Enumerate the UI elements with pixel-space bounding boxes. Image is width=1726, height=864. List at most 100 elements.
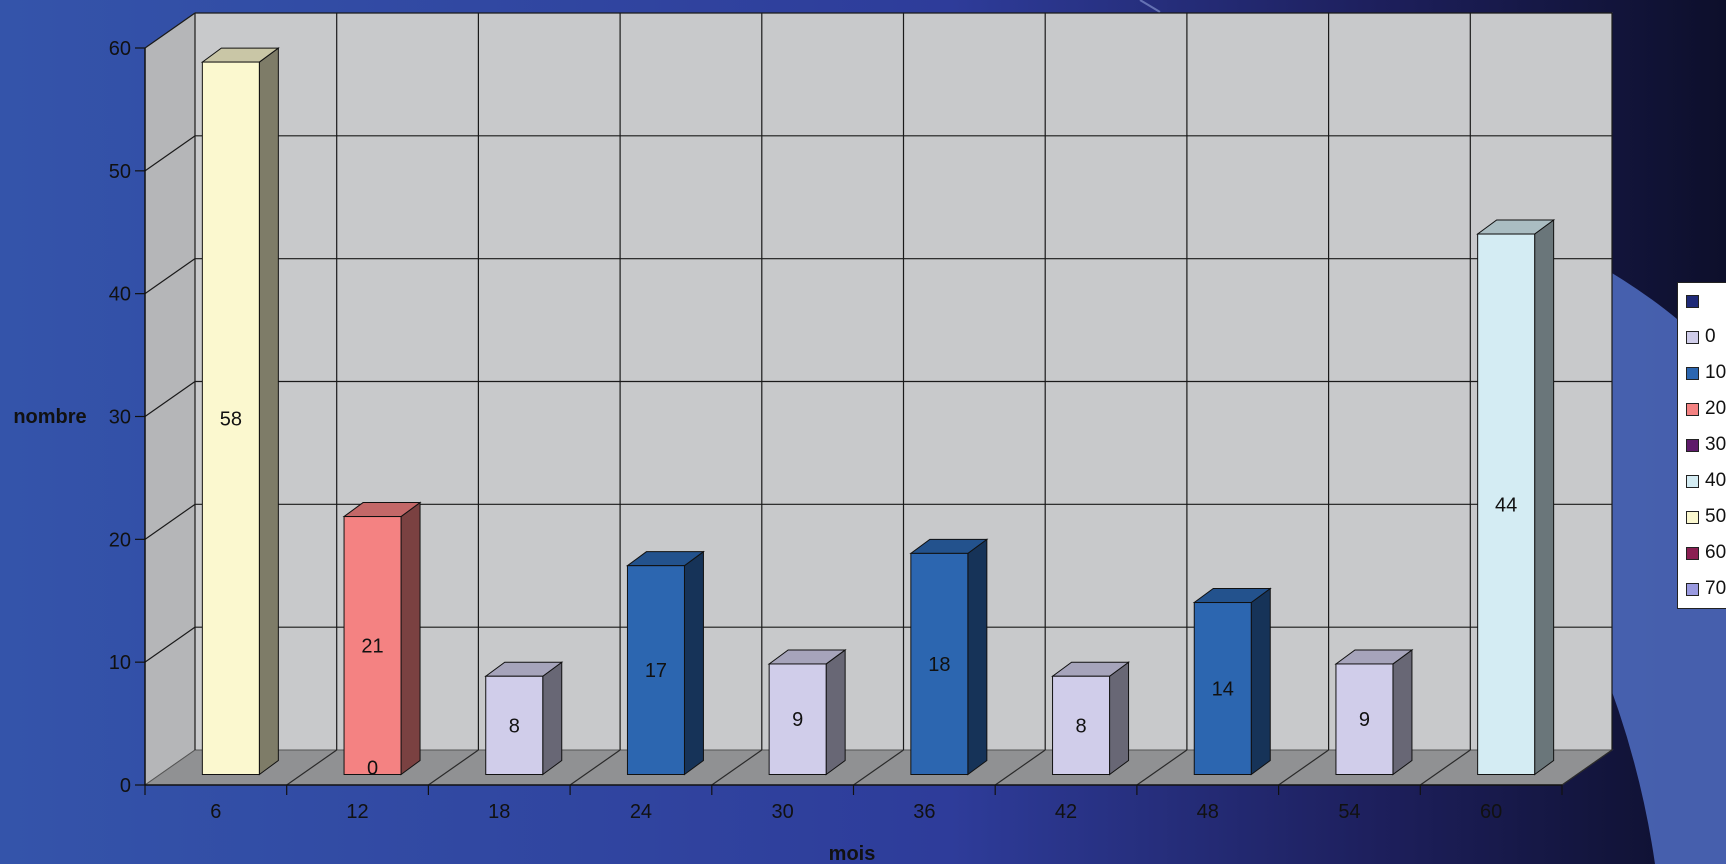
grid-line-side <box>144 503 196 540</box>
bar <box>342 501 422 776</box>
floor-line <box>853 749 904 786</box>
legend-label: 20 <box>1705 398 1726 419</box>
axes: 0 10 20 30 40 50 60 6 12 18 24 30 36 42 48 54 60 <box>109 38 1563 823</box>
floor-line <box>1561 749 1613 786</box>
legend-label: 70 <box>1705 578 1726 599</box>
data-label: 44 <box>1495 494 1517 516</box>
x-tick-label: 48 <box>1197 801 1219 823</box>
x-tick-label: 18 <box>488 801 510 823</box>
legend-swatch <box>1686 330 1699 344</box>
y-tick-label: 20 <box>109 529 131 551</box>
data-label: 17 <box>645 660 667 682</box>
y-tick-label: 50 <box>109 161 131 183</box>
legend-label: 50 <box>1705 506 1726 527</box>
grid-line-side <box>144 258 196 295</box>
data-label: 9 <box>1359 709 1370 731</box>
y-tick-label: 10 <box>109 652 131 674</box>
bar <box>909 538 989 776</box>
legend-swatch <box>1686 582 1699 596</box>
bar-side <box>1109 661 1130 776</box>
legend-item: 20 <box>1686 398 1726 419</box>
bar-front <box>1052 675 1111 776</box>
x-tick-label: 12 <box>346 801 368 823</box>
grid-lines <box>144 12 1613 786</box>
legend-swatch <box>1686 546 1699 560</box>
legend-item: 50 <box>1686 506 1726 527</box>
bar-side <box>400 501 421 776</box>
bar-side <box>1250 587 1271 776</box>
x-tick-label: 60 <box>1480 801 1502 823</box>
bar-front <box>910 552 969 776</box>
data-label: 8 <box>509 715 520 737</box>
legend-item: 70 <box>1686 578 1726 599</box>
data-label: 18 <box>928 654 950 676</box>
legend-item <box>1686 291 1705 311</box>
legend-item: 30 <box>1686 434 1726 455</box>
legend-item: 40 <box>1686 470 1726 491</box>
bar-front <box>343 516 402 775</box>
y-tick-label: 40 <box>109 284 131 306</box>
x-tick-label: 42 <box>1055 801 1077 823</box>
bar-side <box>1392 648 1413 776</box>
bar-side <box>258 47 279 776</box>
bar-front <box>768 663 827 776</box>
data-labels: 58 21 8 17 9 18 8 14 9 44 0 <box>220 408 1518 779</box>
bar-side <box>825 648 846 776</box>
bar <box>1192 587 1272 776</box>
bar <box>484 661 564 776</box>
bar <box>200 47 280 776</box>
bar-front <box>1335 663 1394 776</box>
bar <box>1476 219 1556 776</box>
legend-swatch <box>1686 474 1699 488</box>
legend-item: 10 <box>1686 362 1726 383</box>
y-tick-label: 60 <box>109 38 131 60</box>
bar <box>1051 661 1131 776</box>
bars <box>200 47 1556 776</box>
bar-side <box>683 550 704 776</box>
bar-front <box>485 675 544 776</box>
data-label: 14 <box>1212 679 1234 701</box>
legend-swatch <box>1686 510 1699 524</box>
bar-front <box>626 565 685 776</box>
legend-label: 10 <box>1705 362 1726 383</box>
x-tick-label: 54 <box>1338 801 1360 823</box>
y-tick-label: 30 <box>109 407 131 429</box>
legend: 0 10 20 30 40 50 60 70 <box>1677 282 1726 609</box>
floor-line <box>711 749 763 786</box>
x-tick-label: 30 <box>772 801 794 823</box>
bar <box>1334 648 1414 776</box>
legend-swatch <box>1686 438 1699 452</box>
floor-line <box>569 749 621 786</box>
y-axis-title: nombre <box>13 406 86 428</box>
legend-label: 60 <box>1705 542 1726 563</box>
x-tick-label: 24 <box>630 801 652 823</box>
bar-front <box>201 61 260 776</box>
data-label-extra: 0 <box>367 758 378 780</box>
x-axis-title: mois <box>829 843 876 864</box>
bar-front <box>1477 233 1536 776</box>
floor-line <box>1419 749 1471 786</box>
legend-label: 0 <box>1705 326 1716 347</box>
floor-line <box>1136 749 1188 786</box>
bar-side <box>1534 219 1555 776</box>
data-label: 8 <box>1075 715 1086 737</box>
bar-front <box>1193 602 1252 775</box>
legend-swatch <box>1686 366 1699 380</box>
grid-line-side <box>144 381 196 417</box>
legend-swatch <box>1686 402 1699 416</box>
x-tick-label: 6 <box>210 801 221 823</box>
floor-line <box>286 749 338 786</box>
x-tick-label: 36 <box>913 801 935 823</box>
data-label: 58 <box>220 408 242 430</box>
grid-line-side <box>144 626 196 663</box>
grid-line-side <box>144 135 196 172</box>
bar <box>767 648 847 776</box>
bar <box>625 550 705 776</box>
bar-side <box>542 661 563 776</box>
floor-line <box>1278 749 1329 786</box>
legend-item: 60 <box>1686 542 1726 563</box>
y-tick-label: 0 <box>120 775 131 797</box>
legend-item: 0 <box>1686 326 1716 347</box>
legend-label: 30 <box>1705 434 1726 455</box>
